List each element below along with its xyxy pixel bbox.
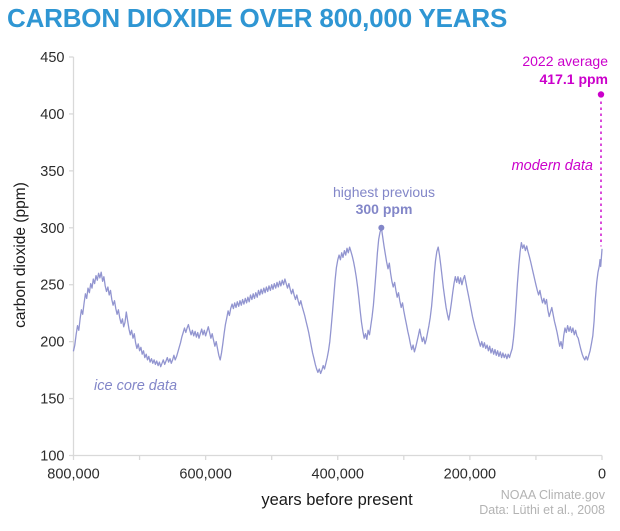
label-modern-data: modern data: [511, 158, 593, 174]
y-tick-label: 350: [40, 164, 64, 180]
y-tick-label: 450: [40, 50, 64, 66]
label-ice-core-data: ice core data: [94, 378, 178, 394]
y-tick-label: 400: [40, 107, 64, 123]
chart-title: CARBON DIOXIDE OVER 800,000 YEARS: [7, 3, 508, 33]
y-tick-label: 100: [40, 449, 64, 465]
x-axis-title: years before present: [261, 491, 413, 509]
axis-frame: [72, 57, 602, 457]
y-tick-label: 250: [40, 278, 64, 294]
x-tick-label: 600,000: [179, 467, 231, 483]
attribution-data: Data: Lüthi et al., 2008: [479, 503, 605, 517]
y-tick-label: 300: [40, 221, 64, 237]
annotation-2022-average: 2022 average 417.1 ppm: [522, 53, 608, 88]
x-tick-label: 200,000: [444, 467, 496, 483]
co2-ice-core-line: [72, 227, 603, 375]
annotation-highest-previous-value: 300 ppm: [355, 201, 413, 217]
x-tick-label: 800,000: [47, 467, 99, 483]
y-axis-title: carbon dioxide (ppm): [12, 182, 29, 328]
annotation-2022-average-value: 417.1 ppm: [539, 70, 608, 87]
attribution-source: NOAA Climate.gov: [500, 488, 605, 502]
highest-previous-dot: [378, 224, 385, 231]
modern-dot: [597, 91, 605, 98]
x-tick-label: 0: [598, 467, 606, 483]
y-tick-label: 150: [40, 392, 64, 408]
annotation-highest-previous: highest previous 300 ppm: [309, 184, 459, 218]
x-tick-label: 400,000: [312, 467, 364, 483]
attribution: NOAA Climate.gov Data: Lüthi et al., 200…: [479, 488, 605, 518]
y-tick-label: 200: [40, 335, 64, 351]
annotation-highest-previous-text: highest previous: [333, 184, 435, 200]
annotation-2022-average-text: 2022 average: [522, 53, 608, 69]
